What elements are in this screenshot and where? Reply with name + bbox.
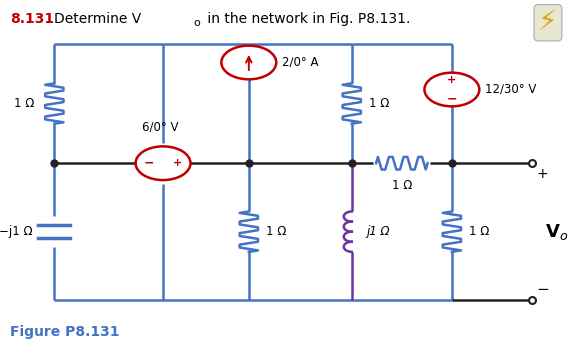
Text: 1 Ω: 1 Ω [369,97,390,110]
Text: 12∕​30° V: 12∕​30° V [485,83,537,96]
Text: −: − [537,282,549,297]
Text: 8.131: 8.131 [10,12,54,26]
Text: j1 Ω: j1 Ω [366,225,390,238]
Text: +: + [173,158,182,168]
Text: +: + [537,167,548,181]
Text: Figure P8.131: Figure P8.131 [10,325,120,339]
Text: 1 Ω: 1 Ω [266,225,287,238]
Text: o: o [193,18,200,28]
Text: −: − [144,157,154,170]
Text: $\mathbf{V}_o$: $\mathbf{V}_o$ [545,222,568,241]
Text: −j1 Ω: −j1 Ω [0,225,32,238]
Text: −: − [447,92,457,105]
Text: 6∕​0° V: 6∕​0° V [142,121,178,134]
Text: +: + [447,75,456,85]
Text: 1 Ω: 1 Ω [14,97,35,110]
Text: Determine V: Determine V [54,12,142,26]
Text: 1 Ω: 1 Ω [392,179,412,192]
Text: 2∕​0° A: 2∕​0° A [282,56,319,69]
Text: 1 Ω: 1 Ω [469,225,490,238]
Text: ⚡: ⚡ [538,9,558,37]
Text: in the network in Fig. P8.131.: in the network in Fig. P8.131. [203,12,411,26]
